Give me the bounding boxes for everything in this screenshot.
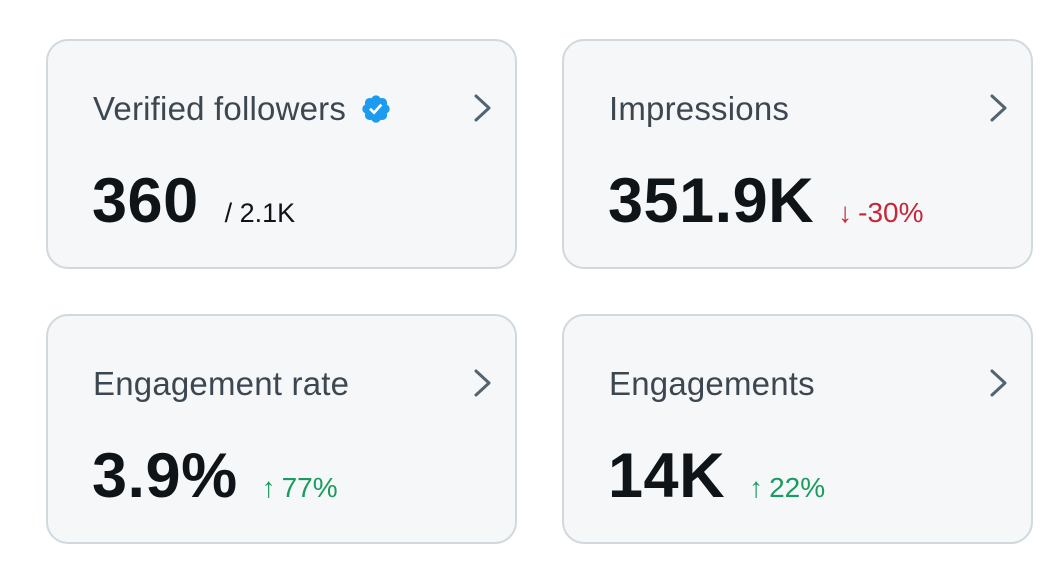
chevron-right-icon[interactable] xyxy=(987,366,1011,400)
metric-value: 360 xyxy=(92,166,199,236)
chevron-right-icon[interactable] xyxy=(987,91,1011,125)
metric-delta: ↓ -30% xyxy=(838,197,923,229)
delta-text: 77% xyxy=(281,472,338,503)
engagements-card[interactable]: Engagements 14K ↑ 22% xyxy=(562,314,1033,544)
card-title-row: Engagements xyxy=(609,364,815,404)
metric-delta: ↑ 22% xyxy=(749,472,825,504)
card-title-row: Impressions xyxy=(609,89,789,129)
chevron-right-icon[interactable] xyxy=(471,91,495,125)
card-title: Engagements xyxy=(609,365,815,402)
verified-followers-card[interactable]: Verified followers 360 / 2.1K xyxy=(46,39,517,269)
card-title: Verified followers xyxy=(93,90,347,127)
arrow-up-icon: ↑ xyxy=(261,472,276,503)
metric-value-row: 351.9K ↓ -30% xyxy=(608,165,924,237)
metric-value: 3.9% xyxy=(92,441,238,511)
card-title: Engagement rate xyxy=(93,365,350,402)
verified-badge-icon xyxy=(360,93,392,125)
metric-value: 14K xyxy=(608,441,726,511)
metric-value-row: 360 / 2.1K xyxy=(92,165,295,237)
arrow-down-icon: ↓ xyxy=(838,197,853,228)
arrow-up-icon: ↑ xyxy=(749,472,764,503)
metric-value-row: 3.9% ↑ 77% xyxy=(92,440,338,512)
engagement-rate-card[interactable]: Engagement rate 3.9% ↑ 77% xyxy=(46,314,517,544)
card-title-row: Engagement rate xyxy=(93,364,349,404)
metric-value: 351.9K xyxy=(608,166,815,236)
delta-text: 22% xyxy=(769,472,826,503)
chevron-right-icon[interactable] xyxy=(471,366,495,400)
card-title: Impressions xyxy=(609,90,790,127)
delta-text: -30% xyxy=(858,197,924,228)
card-title-row: Verified followers xyxy=(93,89,392,129)
impressions-card[interactable]: Impressions 351.9K ↓ -30% xyxy=(562,39,1033,269)
metric-total: / 2.1K xyxy=(224,198,296,228)
metric-delta: ↑ 77% xyxy=(262,472,338,504)
metric-value-row: 14K ↑ 22% xyxy=(608,440,825,512)
